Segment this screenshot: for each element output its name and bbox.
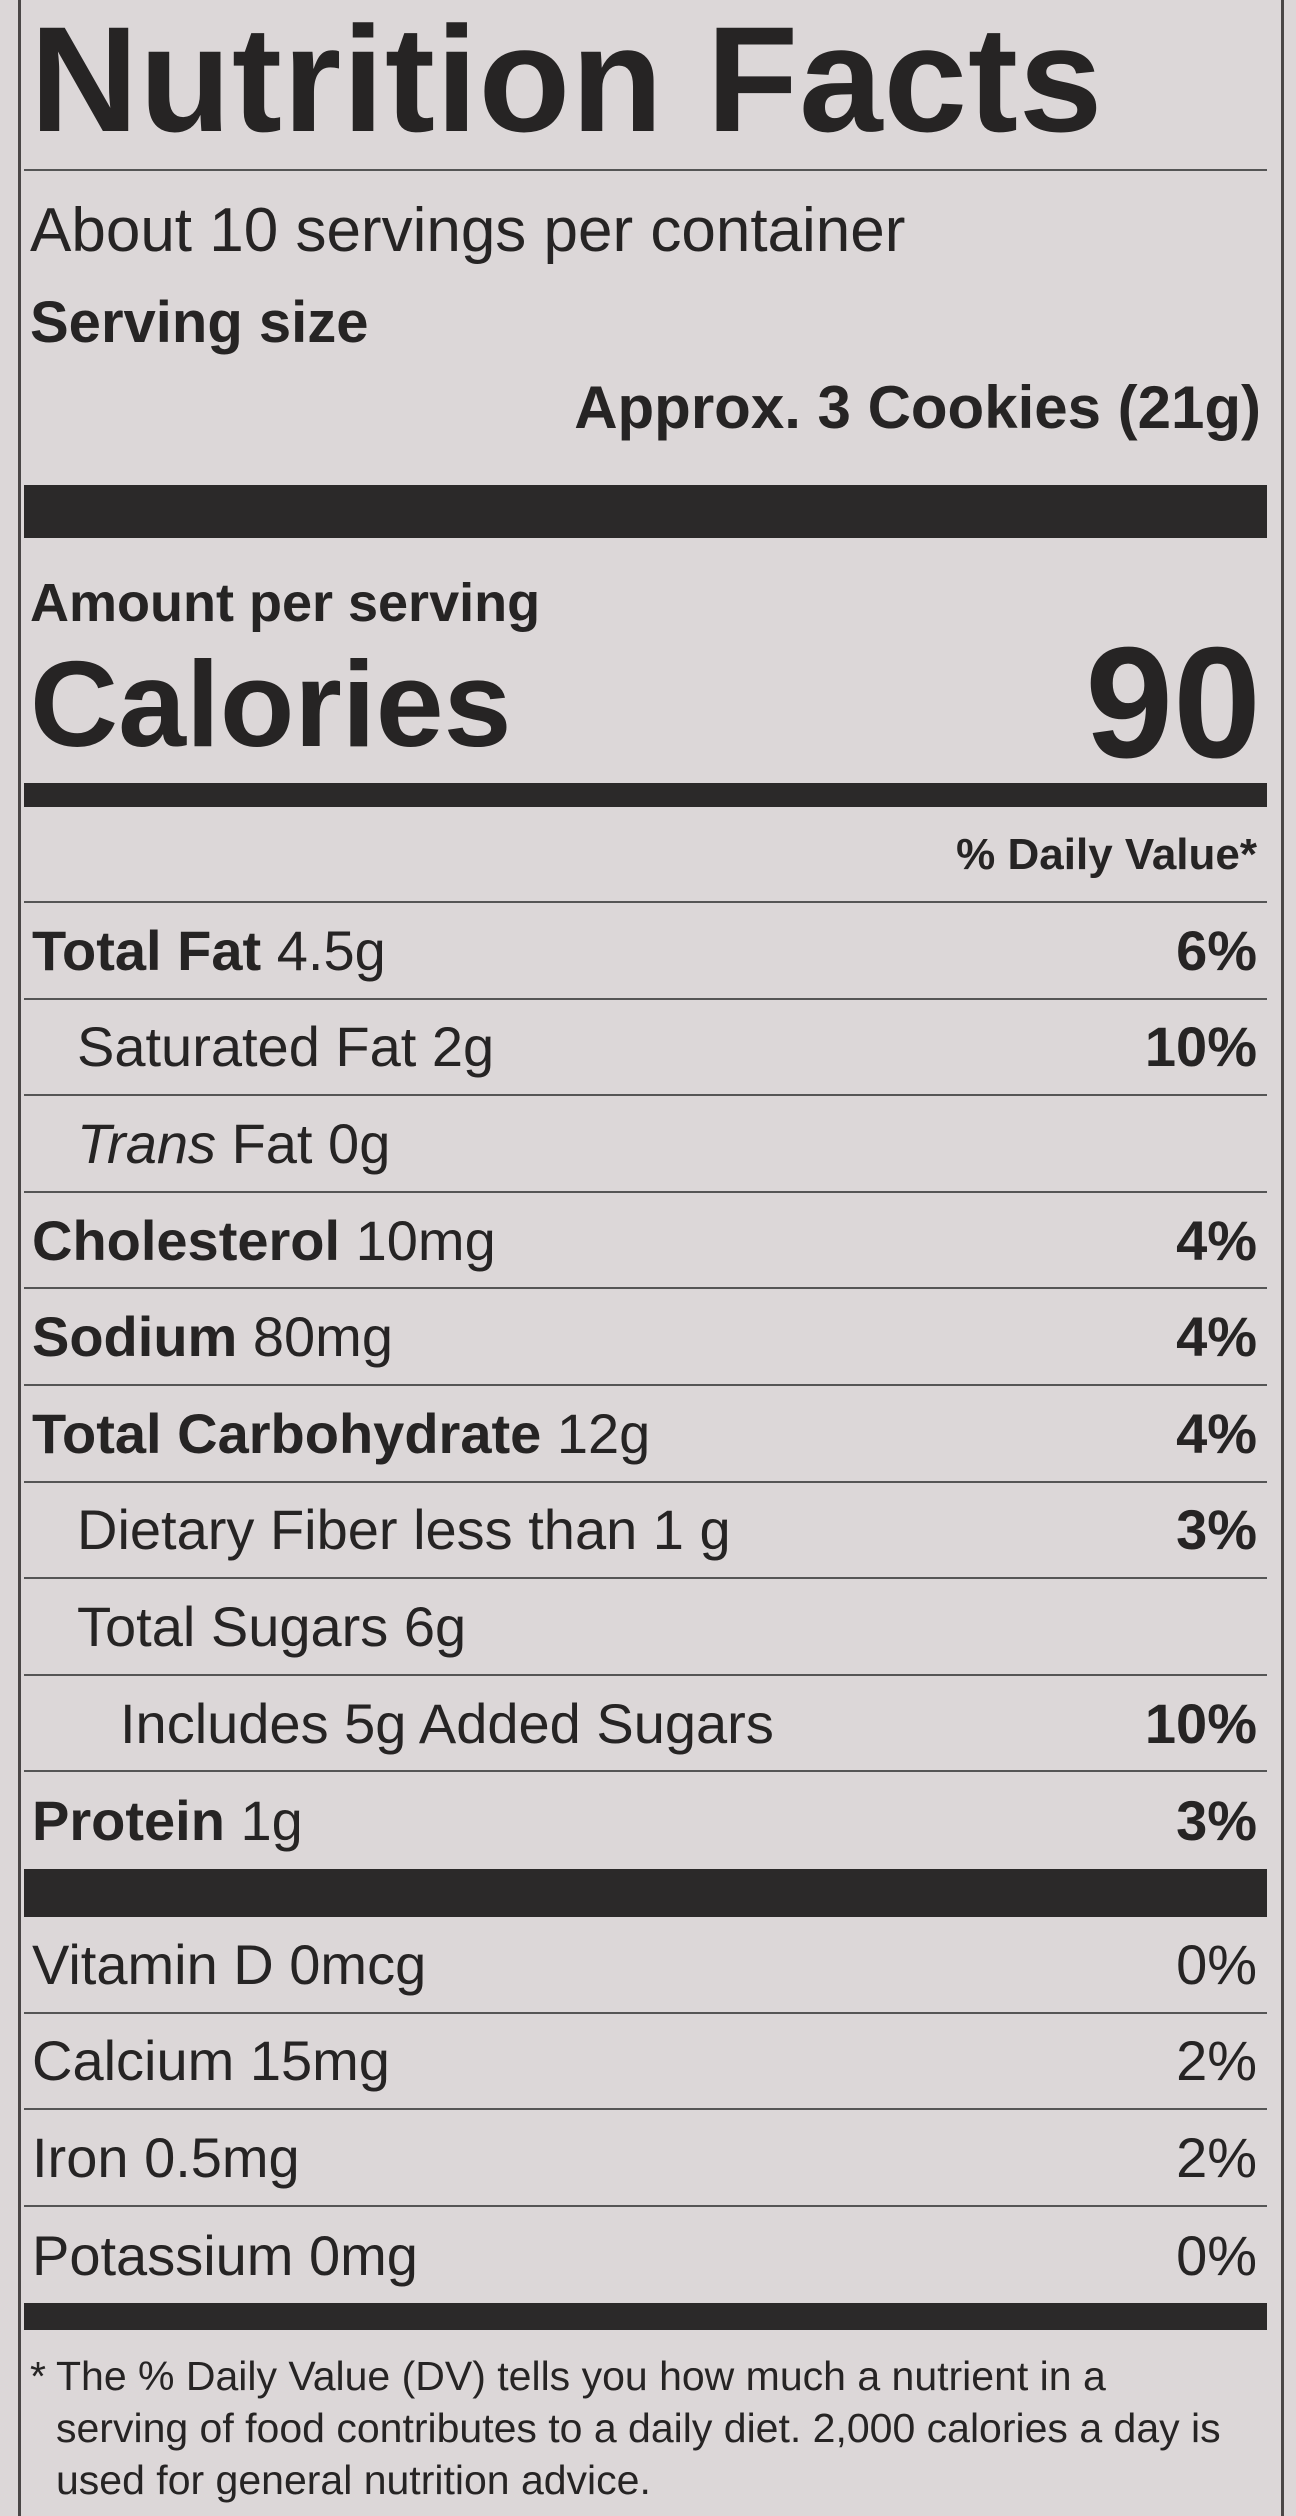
nutrient: Cholesterol 10mg [32, 1208, 496, 1273]
daily-value: 6% [1176, 918, 1257, 982]
vitamin-list: Vitamin D 0mcg 0% Calcium 15mg 2% Iron 0.5mg… [24, 1917, 1267, 2303]
name: Iron [32, 2125, 129, 2189]
footnote-mark: * [30, 2353, 46, 2400]
daily-value: 3% [1176, 1498, 1257, 1562]
nutrient: Trans Fat 0g [77, 1111, 390, 1176]
calories-value: 90 [1085, 615, 1261, 791]
amount: 15mg [249, 2029, 390, 2093]
nutrient: Calcium 15mg [32, 2028, 390, 2093]
nutrient: Includes 5g Added Sugars [120, 1691, 774, 1756]
amount: 2g [431, 1015, 495, 1079]
row: Potassium 0mg 0% [24, 2207, 1267, 2304]
amount: 10mg [355, 1208, 496, 1272]
amount: 0mg [309, 2223, 418, 2287]
daily-value: 10% [1144, 1691, 1257, 1755]
name: Dietary Fiber [77, 1498, 398, 1562]
name: Includes 5g Added Sugars [120, 1691, 774, 1755]
row: Dietary Fiber less than 1 g 3% [24, 1483, 1267, 1580]
daily-value: 2% [1176, 2029, 1257, 2093]
amount-per-serving: Amount per serving [30, 573, 541, 633]
name: Cholesterol [32, 1208, 341, 1272]
amount: 0.5mg [144, 2125, 300, 2189]
nutrient: Vitamin D 0mcg [32, 1932, 426, 1997]
amount: less than 1 g [413, 1498, 731, 1562]
name: Protein [32, 1789, 225, 1853]
nutrient: Total Sugars 6g [77, 1594, 466, 1659]
name-italic: Trans [77, 1111, 216, 1175]
nutrient: Protein 1g [32, 1788, 303, 1853]
amount: 0g [328, 1111, 391, 1175]
name: Total Fat [32, 918, 262, 982]
name: Total Sugars [77, 1594, 389, 1658]
calories-label: Calories [30, 635, 512, 772]
daily-value: 10% [1144, 1015, 1257, 1079]
name: Vitamin D [32, 1932, 274, 1996]
rule [24, 1868, 1267, 1917]
nutrient: Dietary Fiber less than 1 g [77, 1497, 731, 1562]
servings: About 10 servings per container [30, 196, 906, 265]
amount: 4.5g [276, 918, 386, 982]
name: Total Carbohydrate [32, 1401, 542, 1465]
serving-size-label: Serving size [30, 290, 369, 355]
row: Total Carbohydrate 12g 4% [24, 1386, 1267, 1483]
nutrient: Potassium 0mg [32, 2223, 418, 2288]
row: Calcium 15mg 2% [24, 2014, 1267, 2111]
rule [24, 485, 1267, 538]
daily-value: 4% [1176, 1401, 1257, 1465]
row: Trans Fat 0g [24, 1096, 1267, 1193]
nutrient: Total Carbohydrate 12g [32, 1401, 650, 1466]
daily-value: 4% [1176, 1305, 1257, 1369]
footnote-text: The % Daily Value (DV) tells you how muc… [56, 2353, 1221, 2504]
footnote: * The % Daily Value (DV) tells you how m… [24, 2330, 1267, 2506]
spacer [24, 465, 1267, 485]
amount: 6g [403, 1594, 467, 1658]
amount: 0mcg [289, 1932, 427, 1996]
calories: Calories 90 [24, 615, 1267, 791]
daily-value-header: % Daily Value* [24, 807, 1267, 903]
frame [18, 0, 1284, 2516]
row: Vitamin D 0mcg 0% [24, 1917, 1267, 2014]
nutrient: Total Fat 4.5g [32, 918, 386, 983]
amount: 12g [556, 1401, 651, 1465]
title: Nutrition Facts [24, 0, 1267, 171]
name: Sodium [32, 1305, 238, 1369]
name: Calcium [32, 2029, 235, 2093]
daily-value: 0% [1176, 2223, 1257, 2287]
rule [24, 2303, 1267, 2331]
spacer [24, 769, 1267, 783]
daily-value: 2% [1176, 2125, 1257, 2189]
serving-size: Approx. 3 Cookies (21g) [574, 374, 1261, 441]
nutrient-list: Total Fat 4.5g 6% Saturated Fat 2g 10% Trans… [24, 903, 1267, 1869]
nutrient: Sodium 80mg [32, 1304, 393, 1369]
row: Includes 5g Added Sugars 10% [24, 1676, 1267, 1773]
row: Total Sugars 6g [24, 1579, 1267, 1676]
amount: 80mg [252, 1305, 393, 1369]
row: Iron 0.5mg 2% [24, 2110, 1267, 2207]
daily-value: 4% [1176, 1208, 1257, 1272]
name: Fat [231, 1111, 313, 1175]
name: Saturated Fat [77, 1015, 417, 1079]
name: Potassium [32, 2223, 294, 2287]
nutrient: Saturated Fat 2g [77, 1014, 494, 1079]
daily-value: 3% [1176, 1789, 1257, 1853]
nutrient: Iron 0.5mg [32, 2125, 300, 2190]
rule [24, 783, 1267, 807]
row: Cholesterol 10mg 4% [24, 1193, 1267, 1290]
nutrition-label: Nutrition Facts About 10 servings per co… [24, 0, 1267, 2506]
row: Total Fat 4.5g 6% [24, 903, 1267, 1000]
daily-value: 0% [1176, 1932, 1257, 1996]
row: Sodium 80mg 4% [24, 1289, 1267, 1386]
amount: 1g [240, 1789, 303, 1853]
row: Protein 1g 3% [24, 1772, 1267, 1869]
row: Saturated Fat 2g 10% [24, 1000, 1267, 1097]
